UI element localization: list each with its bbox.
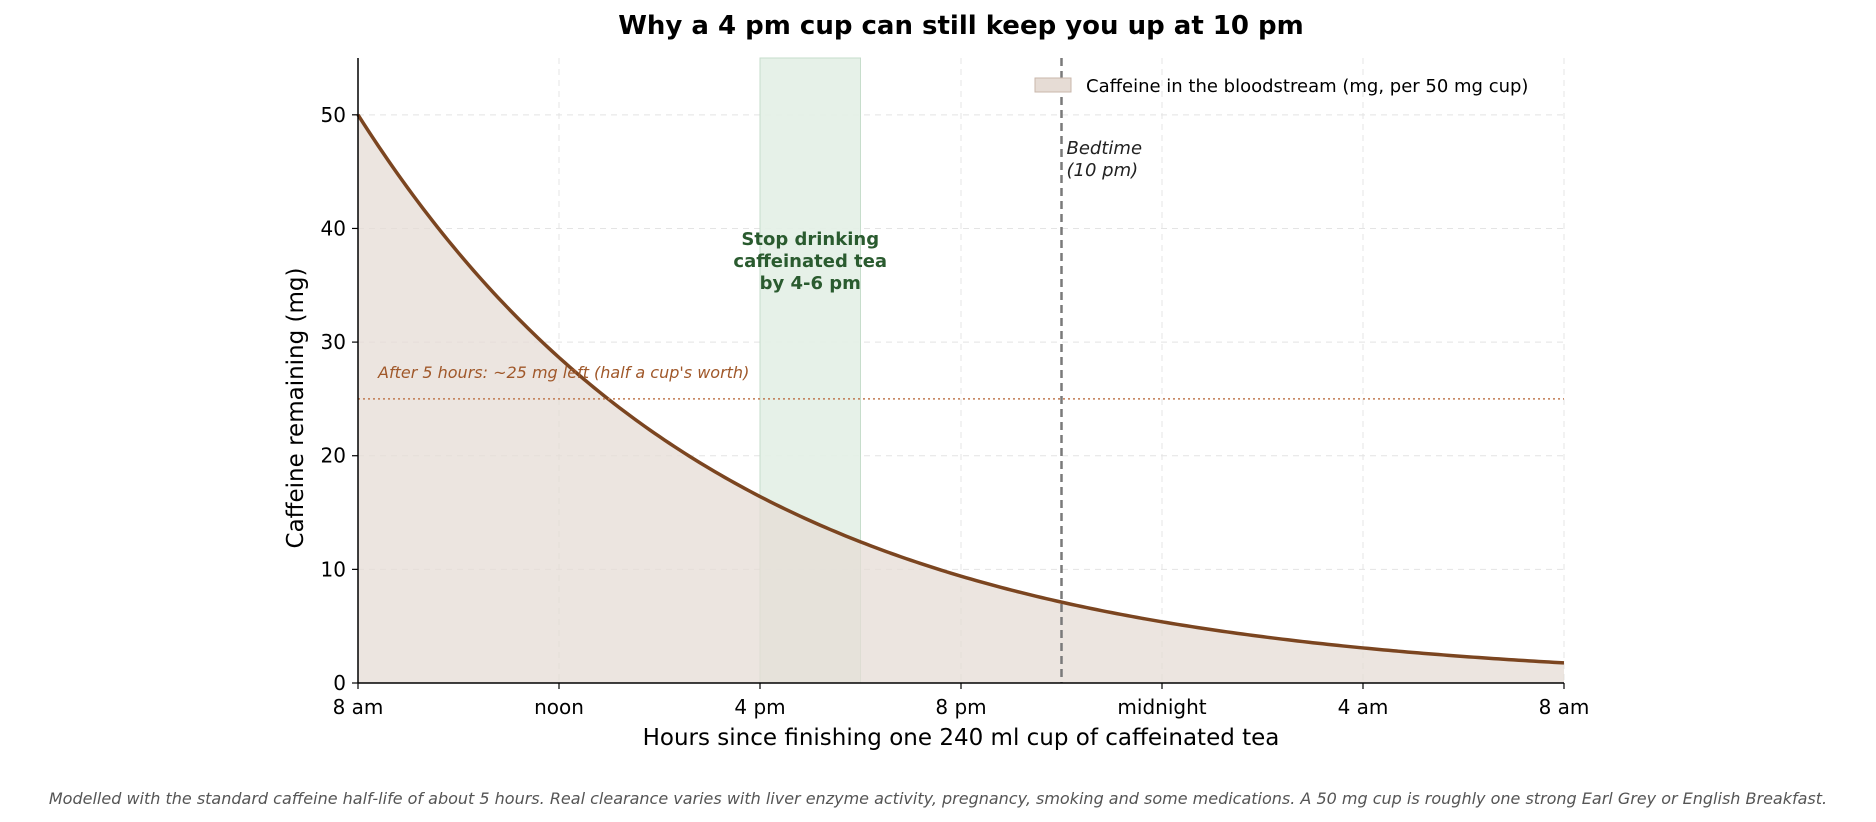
data-point (959, 573, 962, 576)
reference-line-label: After 5 hours: ~25 mg left (half a cup's… (377, 363, 749, 382)
zone-label-line: by 4-6 pm (760, 273, 861, 294)
data-point (507, 306, 510, 309)
data-point (859, 539, 862, 542)
y-tick-label: 10 (321, 557, 346, 581)
data-point (1211, 628, 1214, 631)
bedtime-label-line: (10 pm) (1067, 160, 1139, 181)
y-tick-label: 20 (321, 444, 346, 468)
caption: Modelled with the standard caffeine half… (49, 789, 1827, 808)
data-point (1462, 654, 1465, 657)
data-point (658, 434, 661, 437)
legend-swatch (1034, 77, 1072, 93)
x-tick-label: 8 pm (935, 695, 986, 719)
zone-label-line: Stop drinking (741, 229, 879, 250)
y-axis-label: Caffeine remaining (mg) (283, 268, 309, 549)
data-point (1311, 640, 1314, 643)
data-point (1060, 600, 1063, 603)
x-tick-label: 8 am (1539, 695, 1590, 719)
y-tick-label: 50 (321, 103, 346, 127)
legend: Caffeine in the bloodstream (mg, per 50 … (1034, 76, 1528, 97)
bedtime-label-line: Bedtime (1067, 138, 1143, 159)
y-axis-ticks: 0 10 20 30 40 50 (321, 103, 358, 695)
x-axis-label: Hours since finishing one 240 ml cup of … (643, 725, 1280, 751)
data-point (758, 494, 761, 497)
legend-label: Caffeine in the bloodstream (mg, per 50 … (1086, 76, 1528, 97)
data-point (1361, 646, 1364, 649)
data-point (1562, 661, 1565, 664)
x-tick-label: noon (534, 695, 584, 719)
x-tick-label: 4 pm (734, 695, 785, 719)
data-point (1412, 651, 1415, 654)
y-tick-label: 30 (321, 330, 346, 354)
data-point (457, 251, 460, 254)
x-tick-label: 4 am (1338, 695, 1389, 719)
data-point (1160, 620, 1163, 623)
x-tick-label: 8 am (333, 695, 384, 719)
bedtime-label: Bedtime(10 pm) (1067, 138, 1143, 181)
y-tick-label: 0 (333, 671, 346, 695)
data-point (557, 355, 560, 358)
data-point (1010, 588, 1013, 591)
data-point (708, 467, 711, 470)
data-point (909, 558, 912, 561)
area-series (356, 113, 1565, 683)
x-axis-ticks: 8 am noon 4 pm 8 pm midnight 4 am 8 am (333, 683, 1590, 719)
chart-title: Why a 4 pm cup can still keep you up at … (618, 11, 1304, 41)
area-fill (358, 114, 1564, 683)
data-point (1261, 635, 1264, 638)
data-point (809, 518, 812, 521)
x-tick-label: midnight (1117, 695, 1206, 719)
y-tick-label: 40 (321, 216, 346, 240)
data-point (407, 187, 410, 190)
data-point (1512, 658, 1515, 661)
zone-label-line: caffeinated tea (733, 251, 887, 272)
series-line (356, 113, 1565, 665)
data-point (1110, 610, 1113, 613)
